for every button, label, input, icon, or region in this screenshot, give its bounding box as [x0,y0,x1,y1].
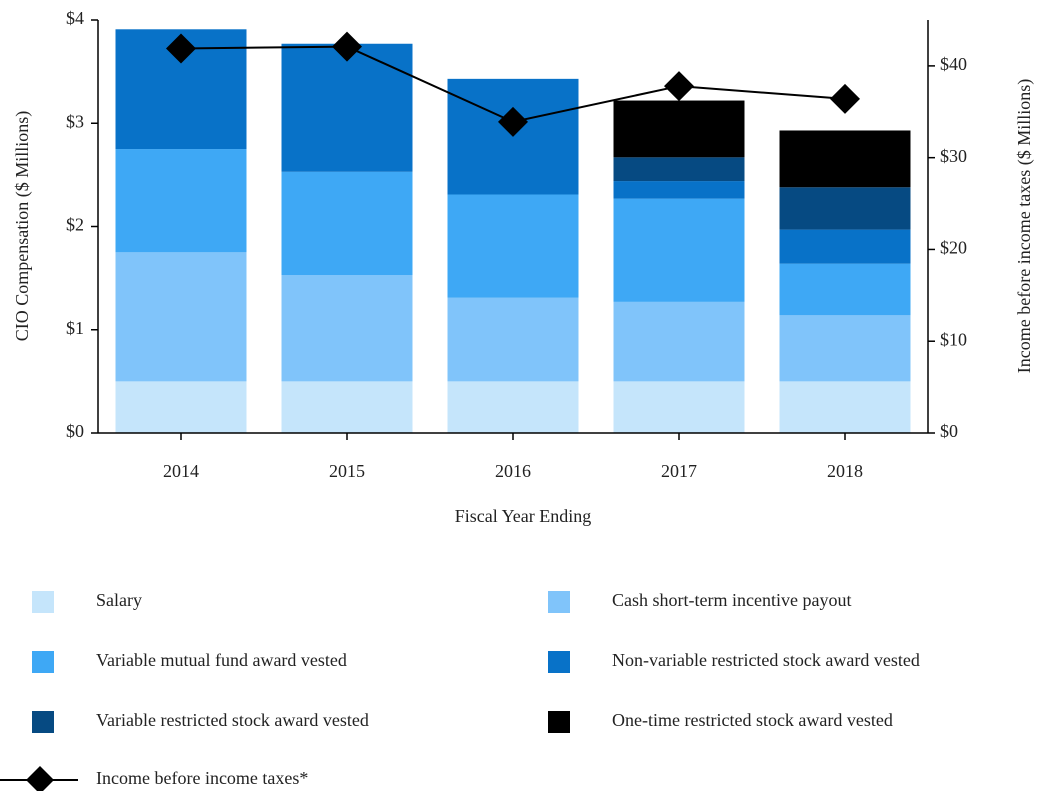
legend-swatch [32,591,54,613]
bar-segment [779,187,911,230]
y2-tick-label: $20 [940,238,967,258]
legend-swatch [548,651,570,673]
legend-label: Variable restricted stock award vested [96,710,369,730]
bar-segment [115,252,247,382]
legend-swatch [548,591,570,613]
x-tick-label: 2017 [661,461,697,481]
legend-label: Variable mutual fund award vested [96,650,347,670]
bar-segment [281,43,413,172]
x-tick-label: 2016 [495,461,531,481]
bar-segment [779,315,911,382]
legend-swatch [32,651,54,673]
marker [332,31,362,62]
bar-segment [613,181,745,199]
bar-segment [115,149,247,253]
bar-segment [447,381,579,433]
legend-label: Salary [96,590,142,610]
bar-segment [613,157,745,182]
y2-tick-label: $0 [940,421,958,441]
legend-label: One-time restricted stock award vested [612,710,893,730]
legend-label: Cash short-term incentive payout [612,590,851,610]
marker [830,83,860,114]
y-tick-label: $0 [66,421,84,441]
legend-swatch [32,711,54,733]
marker [664,71,694,102]
legend-label: Non-variable restricted stock award vest… [612,650,920,670]
y-tick-label: $2 [66,215,84,235]
bar-segment [281,275,413,382]
y2-tick-label: $10 [940,329,967,349]
y2-tick-label: $40 [940,54,967,74]
x-axis-title: Fiscal Year Ending [455,506,592,526]
y-axis-title: CIO Compensation ($ Millions) [12,111,33,342]
bar-segment [779,229,911,264]
bar-segment [447,297,579,382]
bar-segment [613,100,745,158]
y2-axis-title: Income before income taxes ($ Millions) [1014,79,1035,373]
legend-label: Income before income taxes* [96,768,308,788]
bar-segment [115,381,247,433]
bar-segment [613,198,745,302]
y-tick-label: $3 [66,111,84,131]
y-tick-label: $4 [66,8,84,28]
x-tick-label: 2018 [827,461,863,481]
bar-segment [613,301,745,382]
bar-segment [281,171,413,276]
bar-segment [779,381,911,433]
legend-swatch [548,711,570,733]
y2-tick-label: $30 [940,146,967,166]
marker [166,33,196,64]
bar-segment [281,381,413,433]
bar-segment [779,130,911,188]
x-tick-label: 2014 [163,461,199,481]
y-tick-label: $1 [66,318,84,338]
x-tick-label: 2015 [329,461,365,481]
marker [498,106,528,137]
bar-segment [613,381,745,433]
bar-segment [447,194,579,298]
legend-marker [26,766,54,791]
bar-segment [779,263,911,316]
